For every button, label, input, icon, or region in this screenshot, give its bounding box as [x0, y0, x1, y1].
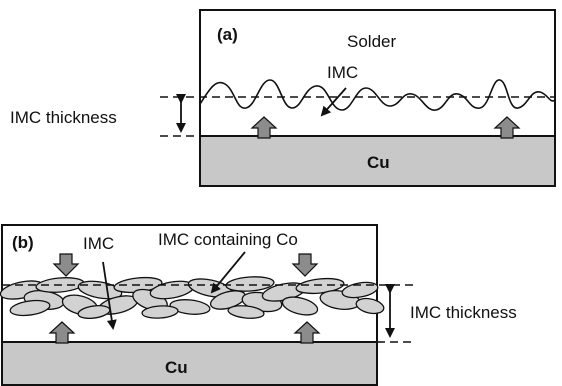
panel-b-tag: (b): [12, 233, 34, 252]
panel-b: (b) IMC IMC containing Co IMC thickness …: [0, 224, 517, 386]
panel-a-cu-substrate: [199, 135, 556, 187]
panel-b-imc-co-pointer: [210, 251, 246, 294]
panel-a-imc-wave: [199, 79, 556, 111]
panel-b-thickness-label: IMC thickness: [410, 303, 517, 322]
panel-a-thickness-label: IMC thickness: [10, 108, 117, 127]
panel-a: (a) Solder IMC IMC thickness Cu: [10, 9, 556, 187]
panel-b-down-arrow-right: [291, 253, 319, 277]
panel-a-up-arrow-left: [250, 116, 278, 139]
panel-a-cu-label: Cu: [367, 153, 390, 172]
panel-b-imc-pointer: [102, 261, 117, 330]
panel-a-imc-label: IMC: [327, 63, 358, 82]
panel-b-cu-label: Cu: [165, 358, 188, 377]
panel-a-tag: (a): [217, 25, 238, 44]
panel-b-up-arrow-right: [293, 321, 321, 344]
panel-b-down-arrow-left: [52, 253, 80, 277]
panel-b-cu-substrate: [1, 341, 378, 386]
panel-a-solder-label: Solder: [347, 32, 396, 51]
panel-b-imc-label: IMC: [83, 234, 114, 253]
panel-b-imc-co-label: IMC containing Co: [158, 230, 298, 249]
panel-b-up-arrow-left: [48, 321, 76, 344]
panel-a-imc-pointer: [320, 87, 347, 117]
panel-a-up-arrow-right: [493, 116, 521, 139]
